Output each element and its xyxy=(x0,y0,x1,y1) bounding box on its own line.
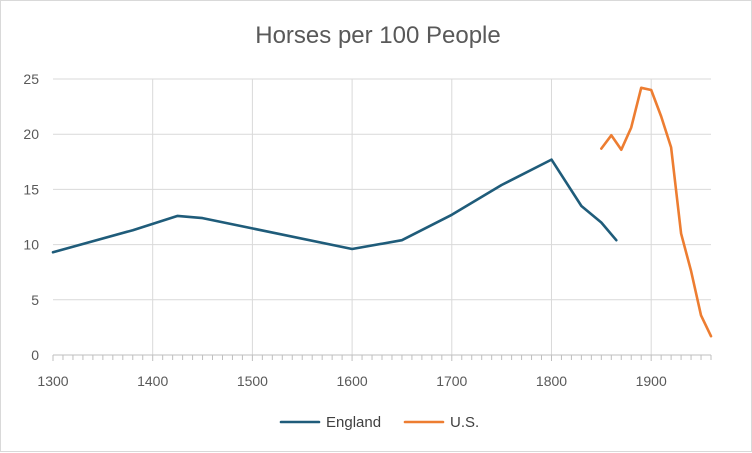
series-lines xyxy=(51,86,713,338)
x-tick-label: 1900 xyxy=(636,373,667,389)
x-tick-labels: 1300 1400 1500 1600 1700 1800 1900 xyxy=(37,373,667,389)
x-tick-label: 1600 xyxy=(337,373,368,389)
legend-label: U.S. xyxy=(450,414,479,431)
x-tick-label: 1800 xyxy=(536,373,567,389)
x-tick-label: 1500 xyxy=(237,373,268,389)
legend: England U.S. xyxy=(279,414,479,431)
x-tick-label: 1300 xyxy=(37,373,68,389)
x-axis xyxy=(52,354,712,361)
x-tick-label: 1700 xyxy=(436,373,467,389)
chart-title: Horses per 100 People xyxy=(255,22,500,49)
gridlines xyxy=(53,78,711,355)
y-tick-label: 10 xyxy=(23,237,39,253)
x-tick-label: 1400 xyxy=(137,373,168,389)
series-line-england xyxy=(51,158,618,254)
y-tick-labels: 0 5 10 15 20 25 xyxy=(23,71,39,363)
y-tick-label: 25 xyxy=(23,71,39,87)
y-tick-label: 0 xyxy=(31,347,39,363)
y-tick-label: 5 xyxy=(31,292,39,308)
y-tick-label: 20 xyxy=(23,126,39,142)
y-tick-label: 15 xyxy=(23,181,39,197)
series-line-u-s xyxy=(599,86,713,338)
legend-label: England xyxy=(326,414,381,431)
